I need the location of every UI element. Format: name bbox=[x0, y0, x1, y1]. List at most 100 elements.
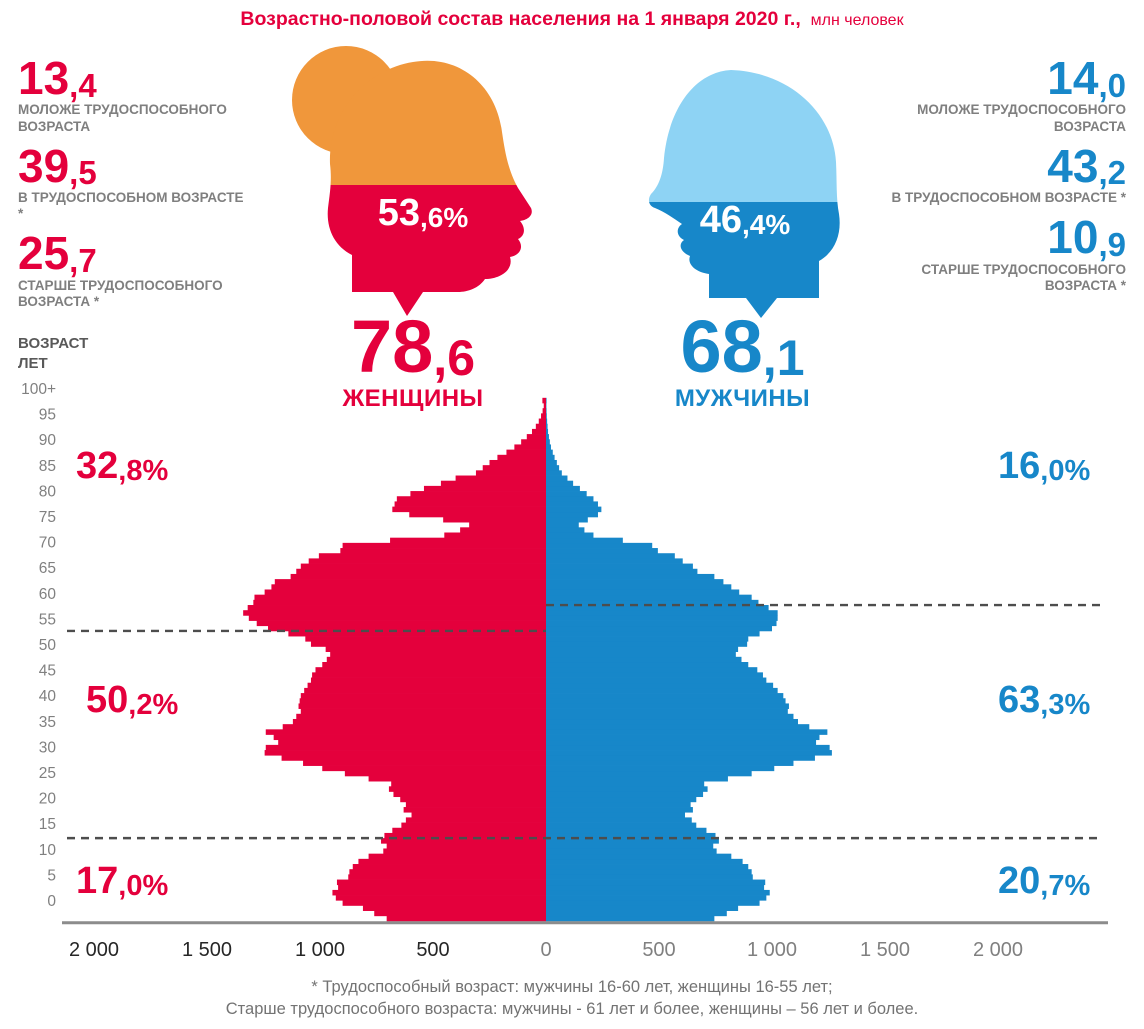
pyramid-bar bbox=[248, 615, 546, 621]
stat-female-working: 39,5 bbox=[18, 139, 97, 192]
age-tick-label: 35 bbox=[39, 714, 56, 731]
pyramid-bar bbox=[310, 641, 546, 647]
pyramid-bar bbox=[546, 770, 752, 777]
pyramid-bar bbox=[322, 662, 546, 668]
pyramid-bar bbox=[546, 423, 548, 430]
pyramid-bar bbox=[368, 853, 546, 860]
female-total-block: 78,6 ЖЕНЩИНЫ bbox=[298, 310, 528, 411]
age-tick-label: 100+ bbox=[21, 381, 56, 398]
footnote: * Трудоспособный возраст: мужчины 16-60 … bbox=[0, 976, 1144, 1020]
pyramid-bar bbox=[305, 636, 546, 642]
pyramid-bar bbox=[506, 449, 546, 456]
pyramid-bar bbox=[546, 848, 717, 855]
male-stats-block: 14,0 МОЛОЖЕ ТРУДОСПОСОБНОГО ВОЗРАСТА 43,… bbox=[876, 52, 1127, 304]
pyramid-bar bbox=[383, 848, 546, 855]
pyramid-bar bbox=[546, 511, 598, 518]
pyramid-bar bbox=[546, 708, 788, 715]
age-tick-label: 75 bbox=[39, 509, 56, 526]
pyramid-bar bbox=[546, 672, 763, 678]
stat-male-younger-label: МОЛОЖЕ ТРУДОСПОСОБНОГО ВОЗРАСТА bbox=[917, 102, 1126, 134]
age-tick-label: 15 bbox=[39, 816, 56, 833]
pyramid-bar bbox=[546, 397, 547, 404]
pyramid-bar bbox=[546, 470, 562, 476]
pyramid-bar bbox=[546, 605, 769, 611]
age-tick-label: 65 bbox=[39, 560, 56, 577]
pyramid-bar bbox=[390, 537, 546, 544]
male-share-percent: 46,4% bbox=[699, 199, 791, 241]
x-tick-label: 0 bbox=[540, 939, 551, 961]
female-total-value: 78,6 bbox=[350, 305, 475, 388]
pyramid-bar bbox=[546, 610, 778, 616]
pyramid-bar bbox=[409, 511, 546, 518]
pyramid-bar bbox=[546, 516, 588, 523]
pyramid-bar bbox=[546, 651, 736, 658]
pyramid-bar bbox=[546, 444, 551, 450]
age-tick-label: 55 bbox=[39, 611, 56, 628]
pyramid-bar bbox=[278, 739, 546, 746]
pyramid-bar bbox=[335, 895, 546, 901]
pyramid-bar bbox=[546, 579, 724, 585]
pyramid-bar bbox=[546, 698, 786, 704]
pyramid-bar bbox=[546, 801, 691, 808]
pyramid-bar bbox=[546, 755, 815, 761]
age-tick-label: 20 bbox=[39, 791, 57, 808]
pyramid-bar bbox=[497, 454, 546, 461]
pyramid-bar bbox=[340, 548, 546, 554]
age-tick-label: 80 bbox=[39, 483, 57, 500]
pyramid-bar bbox=[475, 470, 546, 476]
pyramid-bar bbox=[546, 620, 777, 627]
pyramid-bar bbox=[308, 558, 546, 564]
pyramid-bar bbox=[307, 682, 546, 689]
pyramid-bar bbox=[546, 408, 547, 414]
pyramid-bar bbox=[296, 713, 546, 720]
pyramid-bar bbox=[318, 553, 546, 559]
pyramid-bar bbox=[264, 589, 546, 596]
pyramid-bar bbox=[264, 750, 546, 756]
pyramid-bar bbox=[362, 905, 546, 911]
female-younger-percent: 17,0% bbox=[76, 860, 169, 903]
pyramid-bar bbox=[546, 630, 760, 637]
male-head-top-shape bbox=[648, 70, 840, 202]
pyramid-bar bbox=[292, 718, 546, 725]
pyramid-bar bbox=[546, 827, 707, 834]
stat-male-working-label: В ТРУДОСПОСОБНОМ ВОЗРАСТЕ * bbox=[891, 190, 1127, 205]
pyramid-bar bbox=[546, 713, 794, 720]
pyramid-bar bbox=[546, 832, 716, 839]
pyramid-bar bbox=[274, 579, 546, 585]
pyramid-bar bbox=[405, 801, 546, 808]
pyramid-bar bbox=[546, 553, 675, 559]
pyramid-bar bbox=[546, 791, 704, 798]
pyramid-bar bbox=[401, 822, 546, 829]
age-tick-label: 85 bbox=[39, 458, 56, 475]
pyramid-bar bbox=[546, 599, 759, 606]
pyramid-bar bbox=[405, 817, 546, 823]
pyramid-bar bbox=[440, 480, 546, 487]
pyramid-bar bbox=[482, 465, 546, 471]
pyramid-bar bbox=[546, 584, 732, 590]
pyramid-bar bbox=[384, 832, 546, 839]
pyramid-bar bbox=[546, 858, 743, 865]
pyramid-bar bbox=[546, 843, 714, 849]
pyramid-bar bbox=[290, 573, 546, 580]
pyramid-bar bbox=[304, 687, 546, 694]
pyramid-bar bbox=[546, 625, 772, 632]
pyramid-bar bbox=[546, 480, 574, 487]
pyramid-bar bbox=[546, 900, 760, 906]
pyramid-bar bbox=[374, 910, 546, 917]
pyramid-bar bbox=[546, 889, 770, 896]
pyramid-bar bbox=[546, 548, 658, 554]
stat-male-younger: 14,0 bbox=[1047, 52, 1126, 104]
pyramid-bar bbox=[546, 656, 742, 663]
male-total-value: 68,1 bbox=[680, 305, 805, 388]
age-tick-label: 45 bbox=[39, 663, 56, 680]
pyramid-bar bbox=[392, 827, 546, 834]
female-older-percent: 32,8% bbox=[76, 445, 169, 488]
pyramid-bar bbox=[243, 610, 546, 616]
pyramid-bar bbox=[265, 729, 546, 735]
age-tick-label: 30 bbox=[39, 739, 57, 756]
age-tick-label: 25 bbox=[39, 765, 56, 782]
pyramid-bar bbox=[546, 812, 685, 818]
pyramid-bar bbox=[443, 516, 546, 523]
pyramid-bar bbox=[546, 915, 715, 922]
